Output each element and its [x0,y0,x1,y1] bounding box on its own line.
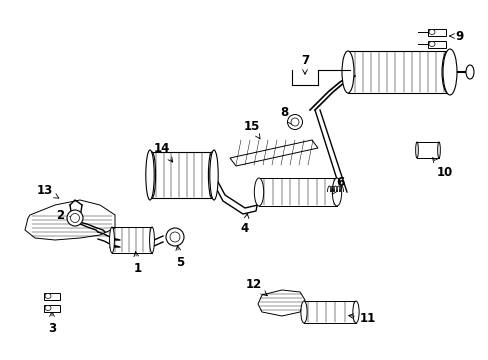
Ellipse shape [165,228,183,246]
Ellipse shape [332,178,341,206]
Ellipse shape [341,51,353,93]
Text: 9: 9 [449,30,463,42]
Ellipse shape [209,150,218,200]
Ellipse shape [70,213,80,222]
Text: 6: 6 [332,176,344,194]
Ellipse shape [109,227,114,253]
Polygon shape [258,290,305,316]
Polygon shape [229,140,317,166]
Ellipse shape [428,41,434,46]
Ellipse shape [442,49,456,95]
Text: 13: 13 [37,184,59,198]
Ellipse shape [441,51,453,93]
Text: 5: 5 [176,246,184,269]
Ellipse shape [145,150,154,200]
Ellipse shape [352,301,358,323]
Text: 12: 12 [245,279,267,296]
Ellipse shape [208,152,215,198]
FancyBboxPatch shape [44,305,60,312]
Ellipse shape [428,30,434,35]
Ellipse shape [149,227,154,253]
Ellipse shape [45,306,51,310]
Text: 1: 1 [134,252,142,275]
FancyBboxPatch shape [427,29,445,36]
Text: 11: 11 [348,311,375,324]
Text: 7: 7 [300,54,308,74]
Text: 4: 4 [241,213,248,234]
Ellipse shape [170,232,180,242]
Ellipse shape [437,142,439,158]
Ellipse shape [254,178,263,206]
Text: 2: 2 [56,208,78,221]
Ellipse shape [148,152,155,198]
Ellipse shape [290,118,298,126]
Polygon shape [25,200,115,240]
Ellipse shape [287,114,302,130]
Text: 8: 8 [279,105,292,125]
Text: 14: 14 [154,141,172,162]
Text: 15: 15 [244,120,260,139]
FancyBboxPatch shape [427,41,445,48]
Text: 3: 3 [48,312,56,334]
Ellipse shape [45,293,51,298]
Ellipse shape [67,210,83,226]
FancyBboxPatch shape [44,293,60,300]
Ellipse shape [300,301,306,323]
Ellipse shape [465,65,473,79]
Ellipse shape [415,142,417,158]
Text: 10: 10 [431,158,452,179]
